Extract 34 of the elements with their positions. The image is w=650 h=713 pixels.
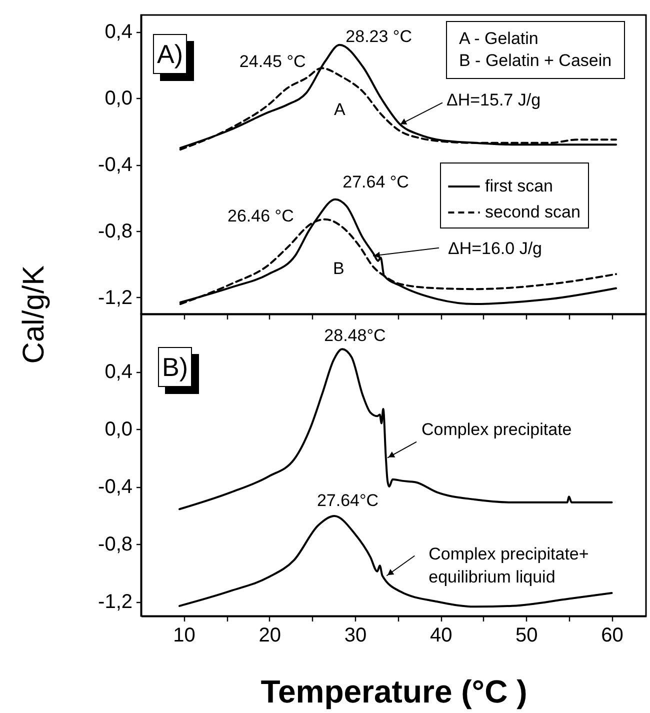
x-tick-label: 20 xyxy=(258,624,282,646)
y-tick-label: 0,4 xyxy=(104,361,132,384)
x-axis-title: Temperature (°C ) xyxy=(260,674,528,710)
y-tick-label: -0,8 xyxy=(98,220,132,242)
y-tick-label: -1,2 xyxy=(98,591,132,614)
y-axis-title: Cal/g/K xyxy=(18,265,50,364)
annotation: Complex precipitate+ equilibrium liquid xyxy=(428,544,589,587)
legend-label: second scan xyxy=(485,202,580,222)
y-tick-label: -0,8 xyxy=(98,534,132,556)
x-tick-label: 40 xyxy=(430,624,452,646)
annotation: ΔH=16.0 J/g xyxy=(448,238,542,258)
line-series xyxy=(178,515,613,608)
x-tick-label: 50 xyxy=(516,624,538,646)
x-tick-label: 10 xyxy=(173,624,196,646)
y-tick-label: -0,4 xyxy=(98,154,132,176)
y-tick-label: 0,0 xyxy=(104,88,132,110)
y-tick-label: 0,4 xyxy=(104,21,132,44)
annotation: 28.48°C xyxy=(324,326,386,346)
label-box: A - Gelatin B - Gelatin + Casein xyxy=(446,21,625,79)
annotation: 27.64 °C xyxy=(342,172,409,192)
annotation: 28.23 °C xyxy=(346,26,412,46)
x-tick-label: 60 xyxy=(601,624,624,646)
annotation: Complex precipitate xyxy=(422,420,572,439)
annotation: A xyxy=(334,99,346,121)
x-tick-label: 30 xyxy=(344,624,367,646)
annotation: B xyxy=(333,258,344,280)
annotation: 24.45 °C xyxy=(239,52,306,72)
annotation: 26.46 °C xyxy=(228,206,294,226)
annotation: 27.64°C xyxy=(316,491,379,510)
annotation: ΔH=15.7 J/g xyxy=(446,90,541,110)
y-tick-label: -0,4 xyxy=(98,476,132,498)
y-tick-label: -1,2 xyxy=(98,286,132,309)
y-tick-label: 0,0 xyxy=(104,418,132,441)
legend-label: first scan xyxy=(485,176,554,196)
